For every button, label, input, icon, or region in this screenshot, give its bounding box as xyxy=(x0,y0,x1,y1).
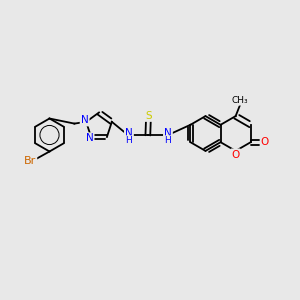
Text: H: H xyxy=(165,136,171,145)
Text: N: N xyxy=(81,115,88,125)
Text: S: S xyxy=(145,111,152,121)
Text: N: N xyxy=(164,128,172,138)
Text: CH₃: CH₃ xyxy=(232,96,248,105)
Text: O: O xyxy=(261,137,269,147)
Text: N: N xyxy=(125,128,133,138)
Text: N: N xyxy=(86,134,93,143)
Text: H: H xyxy=(126,136,132,145)
Text: Br: Br xyxy=(24,155,36,166)
Text: O: O xyxy=(232,149,240,160)
